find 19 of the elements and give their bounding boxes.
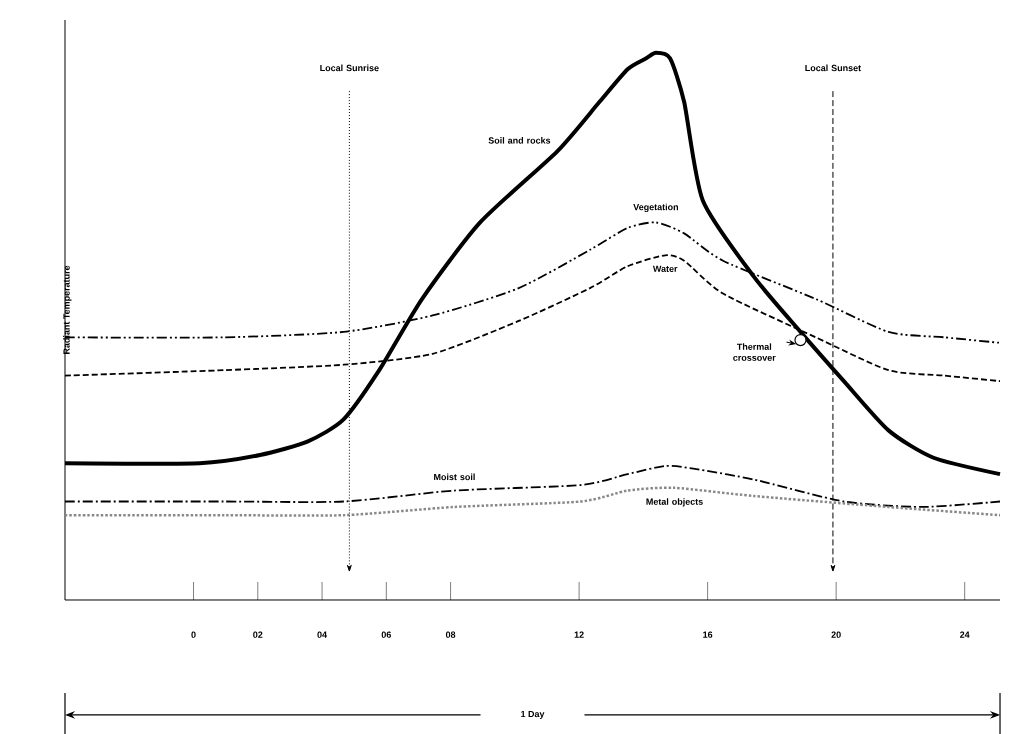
x-tick-label: 08 [445,631,456,638]
x-tick-label: 02 [253,631,263,638]
series-label: Vegetation [633,203,679,213]
series-label: Soil and rocks [488,137,551,144]
series-label: Metal objects [646,498,703,507]
x-tick-label: 16 [703,631,713,638]
x-tick-label: 12 [574,631,584,638]
x-tick-label: 24 [960,631,970,638]
x-tick-label: 20 [831,631,841,638]
x-tick-label: 04 [317,631,327,638]
ref-line-label: Local Sunset [805,64,861,72]
series-label: Water [652,265,678,272]
series-label: Moist soil [434,473,475,481]
x-tick-label: 06 [381,631,391,638]
annotation: Thermal crossover [733,343,776,361]
text: 1 Day [521,710,545,719]
ref-line-label: Local Sunrise [320,64,379,72]
x-tick-label: 0 [191,631,196,638]
y-axis-title: Radiant Temperature [63,265,72,354]
